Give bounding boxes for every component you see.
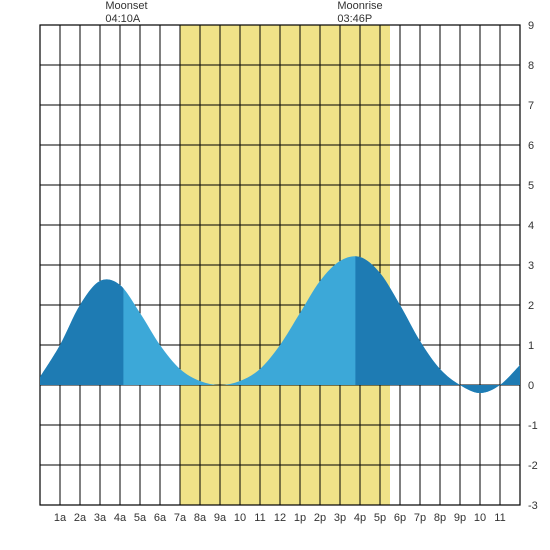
svg-text:1p: 1p bbox=[294, 512, 306, 524]
svg-text:5a: 5a bbox=[134, 512, 147, 524]
svg-text:0: 0 bbox=[528, 380, 534, 392]
svg-text:9a: 9a bbox=[214, 512, 227, 524]
svg-text:2a: 2a bbox=[74, 512, 87, 524]
moonset-label: Moonset bbox=[105, 0, 147, 13]
moonset-time: 04:10A bbox=[105, 13, 147, 26]
moonrise-label: Moonrise bbox=[337, 0, 382, 13]
svg-text:3a: 3a bbox=[94, 512, 107, 524]
svg-text:4: 4 bbox=[528, 220, 534, 232]
svg-text:7p: 7p bbox=[414, 512, 426, 524]
svg-text:5p: 5p bbox=[374, 512, 386, 524]
svg-text:8p: 8p bbox=[434, 512, 446, 524]
svg-text:9: 9 bbox=[528, 20, 534, 32]
svg-text:11: 11 bbox=[254, 512, 265, 524]
svg-text:7: 7 bbox=[528, 100, 534, 112]
svg-text:1a: 1a bbox=[54, 512, 67, 524]
tide-chart: 9876543210-1-2-31a2a3a4a5a6a7a8a9a101112… bbox=[0, 0, 550, 550]
svg-text:6p: 6p bbox=[394, 512, 406, 524]
svg-text:2p: 2p bbox=[314, 512, 326, 524]
svg-text:7a: 7a bbox=[174, 512, 187, 524]
svg-text:4a: 4a bbox=[114, 512, 127, 524]
svg-text:-1: -1 bbox=[528, 420, 538, 432]
svg-text:-2: -2 bbox=[528, 460, 538, 472]
moonset-annotation: Moonset 04:10A bbox=[105, 0, 147, 26]
svg-text:8: 8 bbox=[528, 60, 534, 72]
svg-text:3: 3 bbox=[528, 260, 534, 272]
svg-text:6: 6 bbox=[528, 140, 534, 152]
moonrise-annotation: Moonrise 03:46P bbox=[337, 0, 382, 26]
svg-text:10: 10 bbox=[234, 512, 246, 524]
svg-text:1: 1 bbox=[528, 340, 534, 352]
svg-text:9p: 9p bbox=[454, 512, 466, 524]
svg-text:6a: 6a bbox=[154, 512, 167, 524]
svg-text:2: 2 bbox=[528, 300, 534, 312]
svg-text:3p: 3p bbox=[334, 512, 346, 524]
svg-text:5: 5 bbox=[528, 180, 534, 192]
svg-text:8a: 8a bbox=[194, 512, 207, 524]
svg-text:11: 11 bbox=[494, 512, 505, 524]
svg-text:-3: -3 bbox=[528, 500, 538, 512]
chart-svg: 9876543210-1-2-31a2a3a4a5a6a7a8a9a101112… bbox=[0, 0, 550, 550]
moonrise-time: 03:46P bbox=[337, 13, 382, 26]
svg-text:4p: 4p bbox=[354, 512, 366, 524]
svg-text:10: 10 bbox=[474, 512, 486, 524]
svg-text:12: 12 bbox=[274, 512, 286, 524]
